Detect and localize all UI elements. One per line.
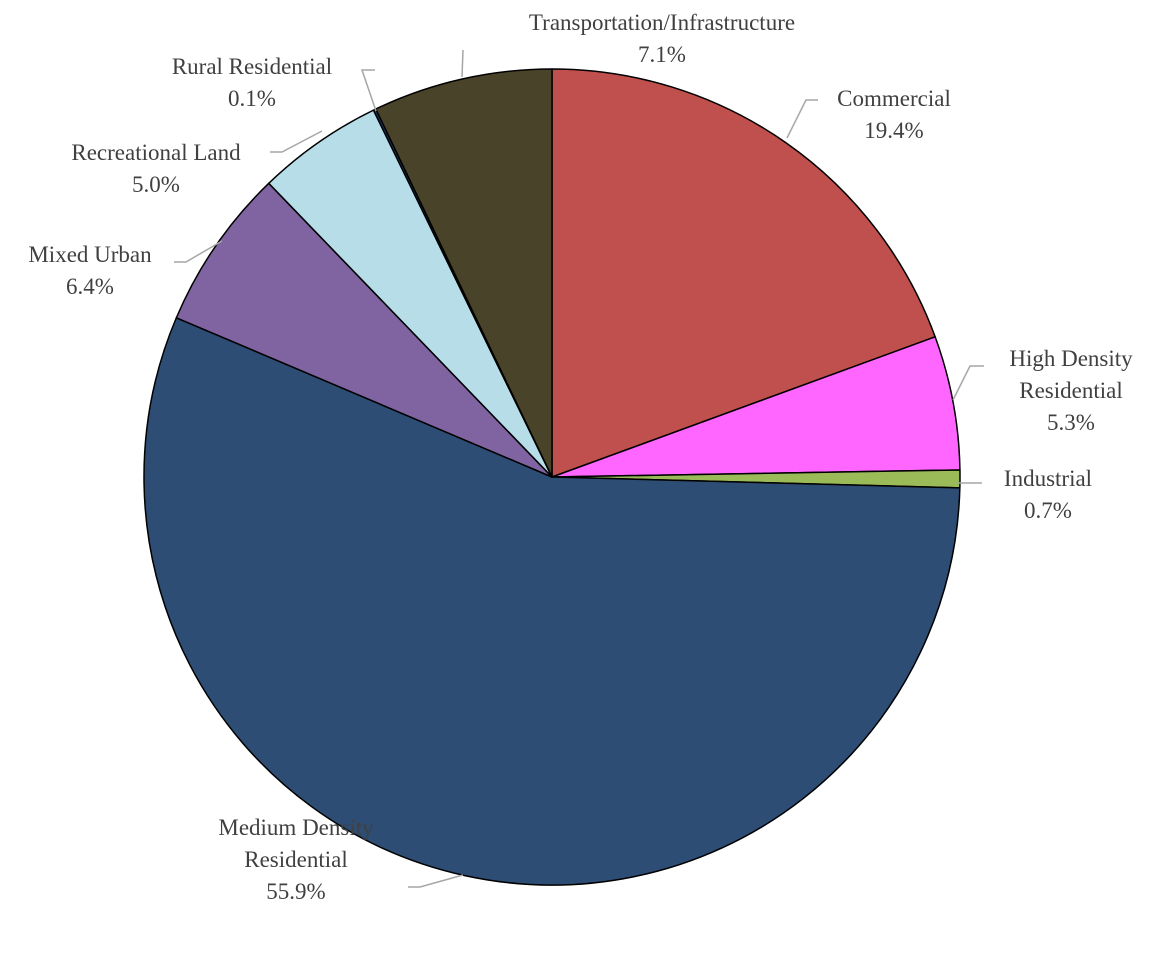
data-label-line: 6.4% (66, 274, 114, 299)
data-label-line: Rural Residential (172, 54, 332, 79)
data-label-line: High Density (1009, 346, 1133, 371)
data-label-line: 0.1% (228, 86, 276, 111)
data-label-line: Commercial (837, 86, 951, 111)
data-label-line: Industrial (1004, 466, 1092, 491)
leader-line-mixed-urban (174, 240, 223, 263)
data-label-medium-density-residential: Medium Density Residential 55.9% (218, 815, 374, 904)
leader-line-high-density-residential (952, 365, 984, 401)
slice-medium-density-residential (143, 317, 961, 886)
data-label-rural-residential: Rural Residential 0.1% (172, 54, 332, 111)
data-label-line: Transportation/Infrastructure (529, 10, 795, 35)
slice-high-density-residential (551, 336, 961, 478)
data-label-transportation-infrastructure: Transportation/Infrastructure 7.1% (529, 10, 795, 67)
slice-transportation-infrastructure (375, 68, 553, 478)
leader-line-transportation-infrastructure (461, 49, 464, 78)
leader-lines (174, 49, 984, 888)
data-label-line: Medium Density (218, 815, 374, 840)
pie-slices (143, 68, 961, 886)
leader-line-rural-residential (360, 69, 377, 112)
data-label-recreational-land: Recreational Land 5.0% (71, 140, 241, 197)
leader-line-medium-density-residential (408, 874, 464, 888)
data-label-commercial: Commercial 19.4% (837, 86, 951, 143)
leader-line-recreational-land (270, 130, 323, 153)
data-label-line: 5.3% (1047, 410, 1095, 435)
data-label-line: 19.4% (864, 118, 923, 143)
data-label-high-density-residential: High Density Residential 5.3% (1009, 346, 1133, 435)
data-label-line: Residential (244, 847, 347, 872)
data-label-line: Recreational Land (71, 140, 241, 165)
slice-commercial (551, 68, 936, 478)
data-labels: Commercial 19.4% High Density Residential 5.… (28, 10, 1133, 904)
data-label-line: 0.7% (1024, 498, 1072, 523)
data-label-mixed-urban: Mixed Urban 6.4% (28, 242, 152, 299)
data-label-industrial: Industrial 0.7% (1004, 466, 1092, 523)
leader-line-commercial (786, 99, 818, 139)
data-label-line: Mixed Urban (28, 242, 152, 267)
data-label-line: 5.0% (132, 172, 180, 197)
slice-mixed-urban (175, 182, 553, 478)
data-label-line: 55.9% (266, 879, 325, 904)
data-label-line: 7.1% (638, 42, 686, 67)
data-label-line: Residential (1019, 378, 1122, 403)
